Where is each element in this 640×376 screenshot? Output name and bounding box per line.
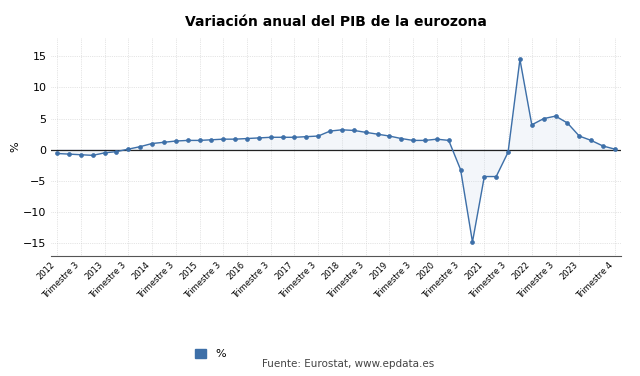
Title: Variación anual del PIB de la eurozona: Variación anual del PIB de la eurozona [185,15,487,29]
Legend: %: % [191,344,230,364]
Y-axis label: %: % [10,141,20,152]
Text: Fuente: Eurostat, www.epdata.es: Fuente: Eurostat, www.epdata.es [262,359,434,369]
